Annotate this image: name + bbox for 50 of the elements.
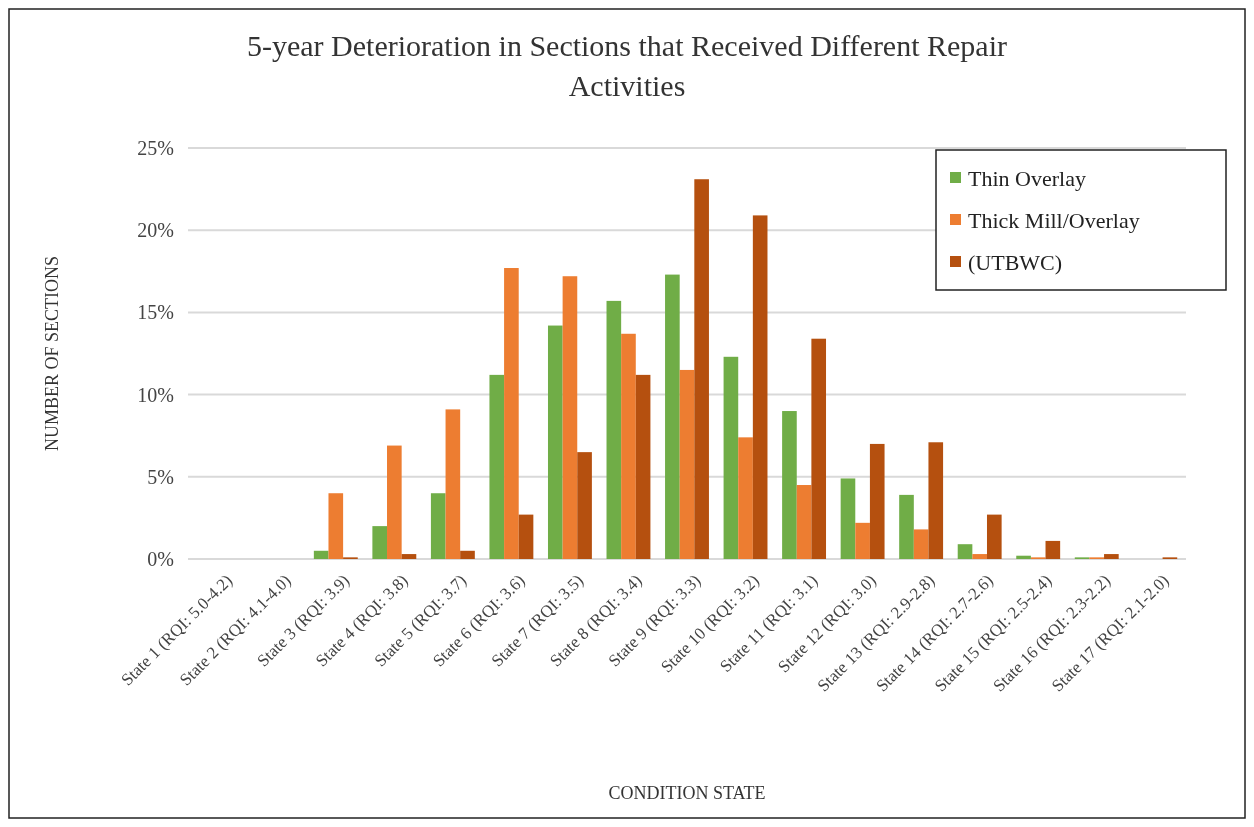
bar [957, 544, 973, 559]
bar [328, 493, 344, 559]
bar [518, 514, 534, 559]
bar [928, 442, 944, 559]
bar [738, 437, 753, 559]
bar [489, 374, 505, 559]
bar [372, 526, 388, 559]
y-tick-label: 0% [147, 548, 174, 570]
y-tick-label: 25% [137, 137, 174, 159]
bar [679, 369, 695, 559]
legend-label: Thick Mill/Overlay [968, 207, 1140, 233]
bar [1016, 555, 1031, 559]
y-tick-label: 5% [147, 465, 174, 488]
bar [899, 494, 914, 559]
bar [504, 268, 519, 559]
y-tick-label: 10% [137, 383, 174, 406]
bar [782, 411, 797, 559]
bar [752, 215, 768, 559]
bar [913, 529, 929, 559]
bar [460, 550, 475, 559]
bar [1045, 540, 1061, 559]
chart-title: 5-year Deterioration in Sections that Received Different Repair Activities [247, 29, 1007, 102]
bar [869, 443, 885, 559]
x-axis-title: CONDITION STATE [608, 783, 766, 803]
bar [986, 514, 1002, 559]
bar [811, 338, 827, 559]
bar [665, 274, 680, 559]
bar [694, 179, 709, 559]
bar [1104, 554, 1119, 559]
bar [635, 374, 651, 559]
bar [547, 325, 563, 559]
bar [445, 409, 461, 559]
bar [313, 550, 329, 559]
bar [723, 356, 739, 559]
bar [972, 554, 987, 559]
y-tick-label: 15% [137, 301, 174, 324]
y-tick-label: 20% [137, 219, 174, 242]
bar [621, 333, 636, 559]
legend-label: Thin Overlay [968, 165, 1086, 191]
y-axis-title: NUMBER OF SECTIONS [42, 255, 62, 452]
bar [430, 493, 446, 559]
bar [840, 478, 856, 559]
legend-label: (UTBWC) [968, 249, 1063, 275]
bar [562, 276, 578, 559]
bar [387, 445, 402, 559]
bar [606, 300, 622, 559]
bar [401, 554, 417, 559]
bar [796, 485, 812, 559]
bar [855, 522, 870, 559]
bar [577, 452, 592, 559]
